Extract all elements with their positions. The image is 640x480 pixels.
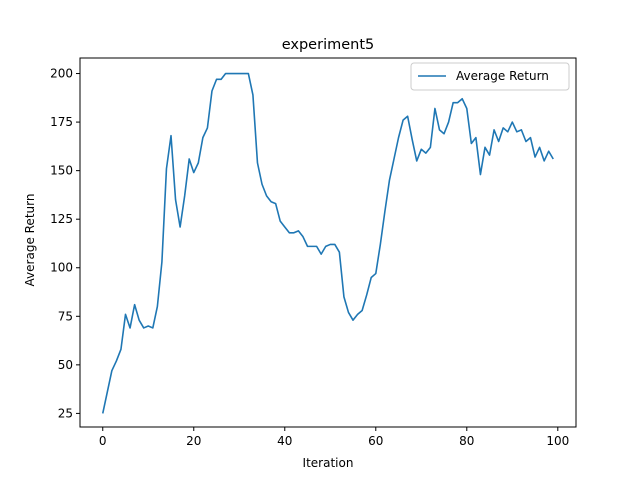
y-tick-label: 25	[58, 406, 73, 420]
x-tick-label: 100	[546, 434, 569, 448]
x-tick-label: 20	[186, 434, 201, 448]
y-tick-label: 75	[58, 309, 73, 323]
y-tick-label: 150	[50, 164, 73, 178]
y-axis-label: Average Return	[23, 194, 37, 287]
plot-area: 0 20 40 60 80 100 25 50 75 100 125 150 175 200	[50, 57, 577, 448]
x-tick-label: 0	[99, 434, 107, 448]
x-axis-label: Iteration	[303, 456, 354, 470]
axes-frame	[79, 57, 577, 428]
y-tick-label: 175	[50, 115, 73, 129]
y-tick-label: 125	[50, 212, 73, 226]
x-tick-label: 80	[459, 434, 474, 448]
chart-title: experiment5	[282, 37, 375, 53]
series-line-average-return	[101, 72, 554, 414]
y-tick-label: 100	[50, 261, 73, 275]
legend-frame	[410, 62, 570, 91]
y-tick-label: 200	[50, 67, 73, 81]
x-tick-label: 60	[368, 434, 383, 448]
y-tick-label: 50	[58, 358, 73, 372]
legend: Average Return	[410, 62, 570, 91]
legend-entry-average-return: Average Return	[456, 69, 549, 83]
x-tick-label: 40	[277, 434, 292, 448]
